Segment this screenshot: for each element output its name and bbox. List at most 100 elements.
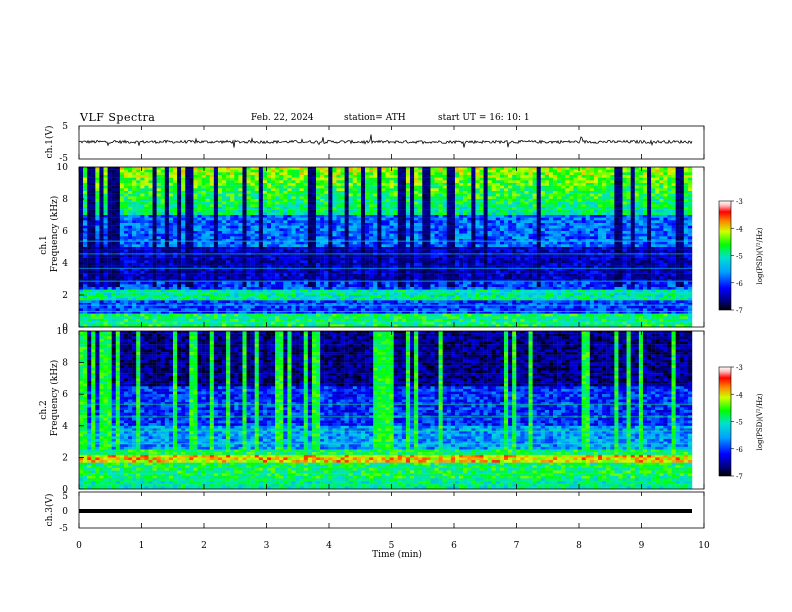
spec1-cell bbox=[381, 228, 385, 231]
spec1-cell bbox=[353, 231, 357, 234]
spec1-cell bbox=[259, 306, 263, 309]
spec1-cell bbox=[373, 255, 377, 258]
spec1-cell bbox=[95, 314, 99, 317]
spec1-cell bbox=[222, 167, 226, 170]
spec1-cell bbox=[251, 242, 255, 245]
spec1-cell bbox=[161, 319, 165, 322]
spec1-cell bbox=[185, 300, 189, 303]
spec1-cell bbox=[328, 183, 332, 186]
spec1-cell bbox=[365, 175, 369, 178]
spec1-cell bbox=[402, 314, 406, 317]
spec1-cell bbox=[259, 186, 263, 189]
spec1-cell bbox=[226, 274, 230, 277]
spec1-cell bbox=[165, 236, 169, 239]
spec1-cell bbox=[222, 183, 226, 186]
spec1-cell bbox=[177, 236, 181, 239]
spec1-cell bbox=[369, 247, 373, 250]
spec1-cell bbox=[112, 300, 116, 303]
spec1-cell bbox=[386, 242, 390, 245]
spec1-cell bbox=[116, 183, 120, 186]
spec1-cell bbox=[193, 284, 197, 287]
spec1-cell bbox=[287, 194, 291, 197]
spec1-cell bbox=[157, 282, 161, 285]
spec1-cell bbox=[198, 242, 202, 245]
spec1-cell bbox=[402, 255, 406, 258]
spec1-cell bbox=[296, 295, 300, 298]
spec1-cell bbox=[394, 295, 398, 298]
spec1-cell bbox=[120, 188, 124, 191]
spec1-cell bbox=[140, 175, 144, 178]
spec1-cell bbox=[140, 170, 144, 173]
spec1-cell bbox=[140, 258, 144, 261]
spec1-cell bbox=[328, 263, 332, 266]
spec1-cell bbox=[332, 183, 336, 186]
spec1-cell bbox=[189, 207, 193, 210]
spec1-cell bbox=[251, 204, 255, 207]
spec1-cell bbox=[332, 196, 336, 199]
spec1-cell bbox=[255, 319, 259, 322]
spec1-cell bbox=[345, 223, 349, 226]
spec1-cell bbox=[304, 231, 308, 234]
spec1-cell bbox=[418, 180, 422, 183]
spec1-cell bbox=[202, 300, 206, 303]
spec1-cell bbox=[185, 306, 189, 309]
spec1-cell bbox=[287, 218, 291, 221]
spec1-cell bbox=[206, 276, 210, 279]
spec1-cell bbox=[222, 319, 226, 322]
spec1-cell bbox=[263, 207, 267, 210]
spec1-cell bbox=[189, 242, 193, 245]
spec1-cell bbox=[136, 172, 140, 175]
spec1-cell bbox=[87, 258, 91, 261]
spec1-cell bbox=[238, 258, 242, 261]
spec1-cell bbox=[349, 260, 353, 263]
spec1-cell bbox=[271, 172, 275, 175]
spec1-cell bbox=[247, 202, 251, 205]
spec1-cell bbox=[148, 231, 152, 234]
spec1-cell bbox=[308, 183, 312, 186]
spec1-cell bbox=[332, 186, 336, 189]
spec1-cell bbox=[300, 295, 304, 298]
spec1-cell bbox=[267, 242, 271, 245]
spec1-cell bbox=[336, 255, 340, 258]
spec1-cell bbox=[79, 300, 83, 303]
spec1-cell bbox=[91, 319, 95, 322]
spec1-cell bbox=[157, 300, 161, 303]
spec1-cell bbox=[304, 218, 308, 221]
spec1-cell bbox=[373, 231, 377, 234]
spec1-cell bbox=[206, 175, 210, 178]
spec1-cell bbox=[312, 204, 316, 207]
spec1-cell bbox=[369, 242, 373, 245]
spec1-cell bbox=[169, 314, 173, 317]
spec1-cell bbox=[124, 308, 128, 311]
spec1-cell bbox=[300, 231, 304, 234]
spec1-cell bbox=[345, 242, 349, 245]
spec1-cell bbox=[349, 212, 353, 215]
spec1-cell bbox=[381, 258, 385, 261]
spec1-cell bbox=[251, 186, 255, 189]
spec1-cell bbox=[394, 180, 398, 183]
spec1-cell bbox=[202, 306, 206, 309]
spec1-cell bbox=[214, 250, 218, 253]
spec1-cell bbox=[99, 244, 103, 247]
spec1-cell bbox=[251, 231, 255, 234]
spec1-cell bbox=[320, 183, 324, 186]
spec1-cell bbox=[198, 223, 202, 226]
spec1-cell bbox=[234, 260, 238, 263]
spec1-cell bbox=[296, 298, 300, 301]
spec1-cell bbox=[361, 258, 365, 261]
spec1-cell bbox=[320, 220, 324, 223]
spec1-cell bbox=[410, 196, 414, 199]
spec1-cell bbox=[238, 172, 242, 175]
spec1-cell bbox=[283, 202, 287, 205]
spec1-cell bbox=[394, 284, 398, 287]
spec1-cell bbox=[349, 258, 353, 261]
spec1-cell bbox=[193, 314, 197, 317]
spec1-cell bbox=[251, 287, 255, 290]
spec1-cell bbox=[414, 196, 418, 199]
spec1-cell bbox=[210, 295, 214, 298]
spec1-cell bbox=[169, 287, 173, 290]
spec1-cell bbox=[345, 226, 349, 229]
spec1-cell bbox=[230, 223, 234, 226]
spec1-cell bbox=[283, 236, 287, 239]
spec1-cell bbox=[202, 228, 206, 231]
